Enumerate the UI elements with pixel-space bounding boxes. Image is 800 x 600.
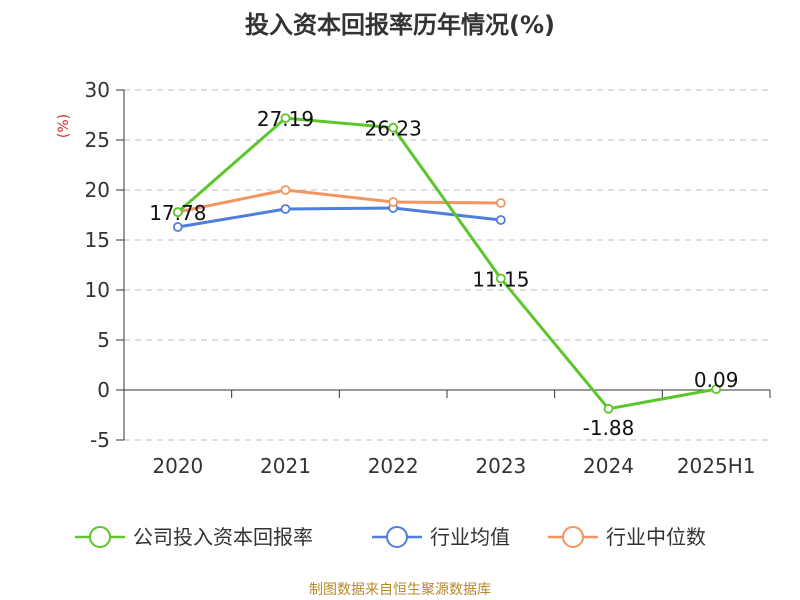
source-note: 制图数据来自恒生聚源数据库 (309, 582, 491, 598)
y-tick-label: 10 (85, 278, 110, 302)
data-label: -1.88 (583, 416, 635, 440)
series-line-0 (176, 116, 717, 411)
data-point (172, 222, 183, 232)
x-tick-label: 2021 (260, 454, 311, 478)
data-point (495, 198, 506, 208)
data-point (711, 384, 722, 395)
x-tick-label: 2024 (583, 454, 634, 478)
data-point (495, 273, 506, 284)
y-tick-labels: 30 25 20 15 10 5 0 -5 (85, 78, 110, 452)
data-label: 17.78 (149, 201, 206, 225)
y-tick-label: 5 (97, 328, 110, 352)
y-tick-label: 0 (97, 378, 110, 402)
series-group (172, 113, 722, 414)
y-tick-label: -5 (90, 428, 110, 452)
y-tick-label: 25 (85, 128, 110, 152)
data-point (280, 185, 291, 195)
data-point (495, 215, 506, 225)
x-tick-labels: 2020 2021 2022 2023 2024 2025H1 (152, 454, 755, 478)
y-tick-label: 15 (85, 228, 110, 252)
data-point (172, 207, 183, 218)
legend-item-0: 公司投入资本回报率 (75, 525, 313, 549)
data-point (280, 113, 291, 123)
y-tick-label: 30 (85, 78, 110, 102)
x-tick-label: 2023 (475, 454, 526, 478)
x-tick-label: 2020 (152, 454, 203, 478)
legend-marker (89, 526, 111, 548)
data-point (388, 197, 399, 207)
chart-title: 投入资本回报率历年情况(%) (245, 11, 555, 39)
x-tick-label: 2022 (368, 454, 419, 478)
y-axis-label: (%) (56, 114, 72, 138)
legend-label: 行业均值 (430, 525, 510, 549)
data-label: 11.15 (472, 268, 529, 292)
data-label: 27.19 (257, 107, 314, 131)
legend: 公司投入资本回报率 行业均值 行业中位数 (75, 525, 706, 549)
grid-lines (124, 89, 770, 441)
series-line-1 (177, 206, 501, 229)
legend-label: 行业中位数 (606, 525, 706, 549)
legend-label: 公司投入资本回报率 (133, 525, 313, 549)
legend-marker (562, 526, 584, 548)
data-point (388, 122, 399, 133)
data-labels: 17.78 27.19 26.23 11.15 -1.88 0.09 (149, 107, 738, 440)
data-point (603, 403, 614, 414)
legend-item-2: 行业中位数 (548, 525, 706, 549)
legend-marker (386, 526, 408, 548)
legend-item-1: 行业均值 (372, 525, 510, 549)
axes (116, 89, 771, 441)
y-tick-label: 20 (85, 178, 110, 202)
x-tick-label: 2025H1 (677, 454, 756, 478)
data-label: 26.23 (365, 117, 422, 141)
data-label: 0.09 (694, 368, 739, 392)
data-point (280, 204, 291, 214)
